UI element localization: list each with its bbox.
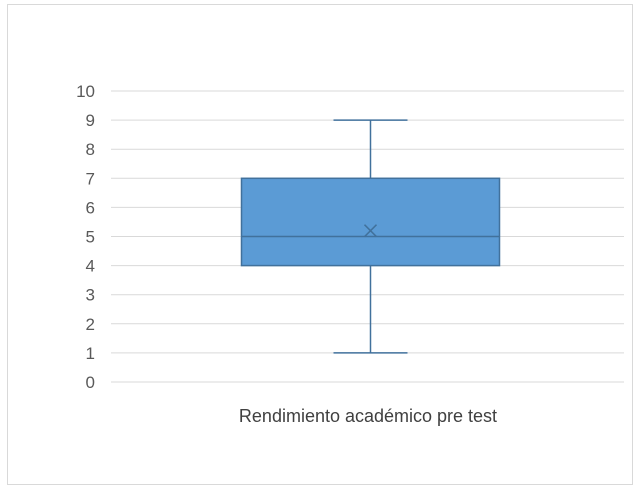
iqr-box: [240, 177, 501, 267]
y-tick-label-0: 0: [86, 373, 95, 392]
mean-marker-b: [363, 224, 378, 238]
y-tick-label-4: 4: [86, 257, 95, 276]
y-tick-label-3: 3: [86, 286, 95, 305]
y-tick-label-2: 2: [86, 315, 95, 334]
plot-series: [240, 119, 501, 354]
y-axis-tick-labels: 0 1 2 3 4 5 6 7 8 9 10: [76, 82, 95, 392]
y-tick-label-10: 10: [76, 82, 95, 101]
y-tick-label-6: 6: [86, 198, 95, 217]
y-tick-label-7: 7: [86, 169, 95, 188]
y-tick-label-1: 1: [86, 344, 95, 363]
y-tick-label-9: 9: [86, 111, 95, 130]
y-tick-label-5: 5: [86, 228, 95, 247]
y-tick-label-8: 8: [86, 140, 95, 159]
x-category-label: Rendimiento académico pre test: [239, 406, 497, 426]
